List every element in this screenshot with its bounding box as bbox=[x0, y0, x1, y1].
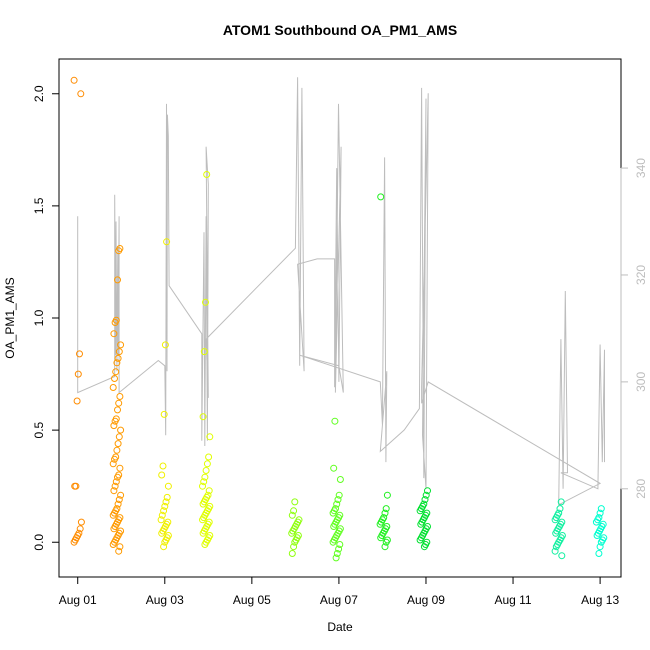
data-point bbox=[331, 465, 337, 471]
data-point bbox=[116, 434, 122, 440]
data-point bbox=[384, 492, 390, 498]
y2-tick-label: 300 bbox=[634, 372, 648, 392]
data-point bbox=[159, 472, 165, 478]
secondary-series-line bbox=[78, 77, 605, 505]
data-point bbox=[110, 385, 116, 391]
x-axis: Aug 01 Aug 03 Aug 05 Aug 07 Aug 09 Aug 11 Aug … bbox=[59, 577, 620, 607]
y2-tick-label: 340 bbox=[634, 158, 648, 178]
x-tick-label: Aug 07 bbox=[320, 593, 358, 607]
y-tick-label: 1.0 bbox=[32, 309, 46, 326]
data-point bbox=[113, 369, 119, 375]
y2-tick-label: 280 bbox=[634, 478, 648, 498]
y-tick-label: 0.0 bbox=[32, 534, 46, 551]
data-point bbox=[292, 499, 298, 505]
data-point bbox=[74, 398, 80, 404]
x-tick-label: Aug 13 bbox=[581, 593, 619, 607]
data-point bbox=[206, 454, 212, 460]
y-tick-label: 1.5 bbox=[32, 197, 46, 214]
data-point bbox=[204, 461, 210, 467]
data-point bbox=[78, 519, 84, 525]
y2-tick-label: 320 bbox=[634, 265, 648, 285]
x-tick-label: Aug 05 bbox=[233, 593, 271, 607]
x-tick-label: Aug 09 bbox=[407, 593, 445, 607]
data-point bbox=[165, 483, 171, 489]
data-point bbox=[161, 411, 167, 417]
data-point bbox=[203, 468, 209, 474]
data-point bbox=[116, 400, 122, 406]
secondary-series bbox=[78, 77, 605, 505]
plot-frame bbox=[59, 59, 621, 577]
y-tick-label: 2.0 bbox=[32, 85, 46, 102]
data-point bbox=[115, 407, 121, 413]
data-point bbox=[378, 194, 384, 200]
data-point bbox=[289, 551, 295, 557]
data-point bbox=[160, 463, 166, 469]
data-point bbox=[78, 91, 84, 97]
data-point bbox=[337, 477, 343, 483]
y-axis: 0.0 0.5 1.0 1.5 2.0 bbox=[32, 85, 59, 550]
data-point bbox=[117, 465, 123, 471]
x-axis-label: Date bbox=[327, 620, 353, 634]
chart: ATOM1 Southbound OA_PM1_AMS Aug 01 Aug 03… bbox=[0, 0, 650, 650]
data-point bbox=[115, 441, 121, 447]
data-point bbox=[71, 77, 77, 83]
data-point bbox=[559, 553, 565, 559]
y-tick-label: 0.5 bbox=[32, 421, 46, 438]
x-tick-label: Aug 11 bbox=[494, 593, 531, 607]
data-point bbox=[118, 427, 124, 433]
y-axis-label: OA_PM1_AMS bbox=[3, 277, 17, 358]
chart-title: ATOM1 Southbound OA_PM1_AMS bbox=[223, 22, 457, 38]
data-point bbox=[114, 447, 120, 453]
data-point bbox=[596, 551, 602, 557]
data-point bbox=[332, 418, 338, 424]
data-point bbox=[75, 371, 81, 377]
secondary-y-axis: 280 300 320 340 bbox=[621, 158, 648, 499]
data-point bbox=[117, 394, 123, 400]
x-tick-label: Aug 03 bbox=[146, 593, 184, 607]
x-tick-label: Aug 01 bbox=[59, 593, 97, 607]
